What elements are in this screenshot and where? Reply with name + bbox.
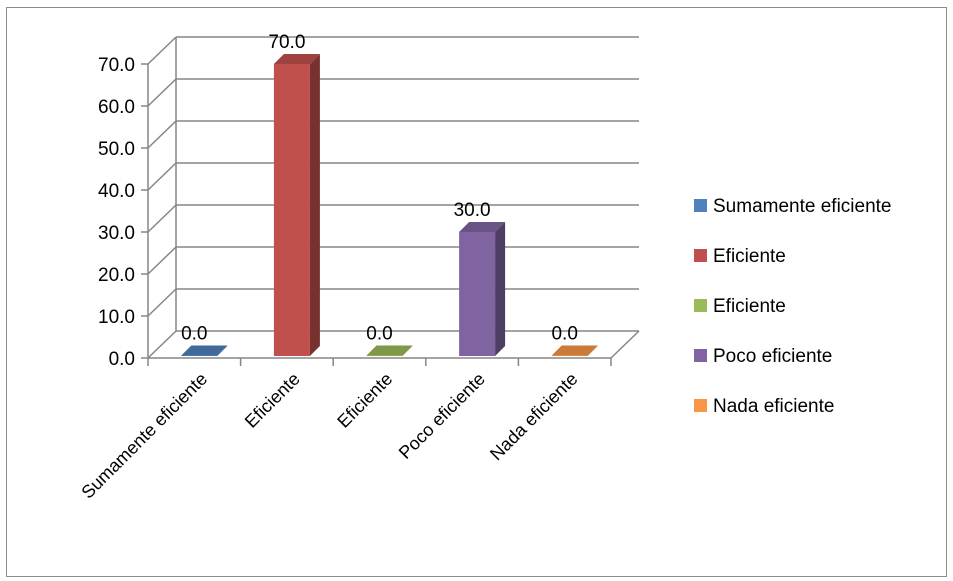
gridline-side <box>147 204 177 233</box>
gridline-side <box>147 246 177 275</box>
legend-entry: Poco eficiente <box>694 346 832 367</box>
gridline-side <box>147 78 177 107</box>
bar-top <box>273 54 320 64</box>
legend-label: Sumamente eficiente <box>713 196 892 217</box>
legend-label: Poco eficiente <box>713 346 832 367</box>
legend-label: Nada eficiente <box>713 396 834 417</box>
gridline-side <box>147 162 177 191</box>
x-category-label: Sumamente eficiente <box>77 369 211 503</box>
legend-swatch <box>694 399 707 412</box>
bar <box>459 222 506 356</box>
y-tick-label: 40.0 <box>98 181 135 202</box>
bar <box>273 54 320 356</box>
data-label: 70.0 <box>268 32 305 53</box>
bar-chart: 0.010.020.030.040.050.060.070.0 0.070.00… <box>77 32 892 503</box>
bar-front <box>459 232 496 356</box>
bars <box>181 54 598 356</box>
legend-entry: Eficiente <box>694 246 786 267</box>
bar-side <box>402 345 413 356</box>
gridline-side <box>147 120 177 149</box>
x-category-label: Eficiente <box>333 369 396 432</box>
x-category-label: Eficiente <box>241 369 304 432</box>
gridline-side <box>147 330 177 359</box>
data-labels: 0.0 70.0 0.0 30.0 0.0 <box>181 32 578 345</box>
legend-swatch <box>694 199 707 212</box>
data-label: 30.0 <box>454 200 491 221</box>
y-tick-label: 30.0 <box>98 223 135 244</box>
data-label: 0.0 <box>366 324 392 345</box>
chart-frame: 0.0 10.0 20.0 30.0 40.0 50.0 60.0 70.0 0.0 70.0 0… <box>6 7 947 577</box>
legend-label: Eficiente <box>713 296 786 317</box>
legend-label: Eficiente <box>713 246 786 267</box>
bar <box>366 345 413 356</box>
legend-entry: Eficiente <box>694 296 786 317</box>
legend-entry: Nada eficiente <box>694 396 834 417</box>
bar-side <box>495 222 506 356</box>
axes <box>141 37 640 366</box>
bar-top <box>551 345 598 356</box>
legend-entry: Sumamente eficiente <box>694 196 892 217</box>
bar <box>181 345 228 356</box>
x-category-label: Poco eficiente <box>395 369 489 463</box>
y-axis-tick-labels: 0.0 10.0 20.0 30.0 40.0 50.0 60.0 70.0 <box>98 55 135 370</box>
grid-lines <box>147 36 639 359</box>
y-tick-label: 0.0 <box>109 349 135 370</box>
legend-swatch <box>694 249 707 262</box>
data-label: 0.0 <box>551 324 577 345</box>
x-category-label: Nada eficiente <box>486 369 582 465</box>
bar-front <box>273 64 310 356</box>
bar-top <box>366 345 413 356</box>
data-label: 0.0 <box>181 324 207 345</box>
y-tick-label: 60.0 <box>98 97 135 118</box>
bar-side <box>587 345 598 356</box>
bar-front <box>181 355 218 356</box>
bar-top <box>181 345 228 356</box>
bar-front <box>366 355 403 356</box>
floor-right-edge <box>610 330 640 359</box>
legend-swatch <box>694 299 707 312</box>
gridline-side <box>147 36 177 65</box>
bar-front <box>551 355 588 356</box>
legend-swatch <box>694 349 707 362</box>
bar-side <box>217 345 228 356</box>
bar <box>551 345 598 356</box>
x-axis-category-labels: Sumamente eficiente Eficiente EficientePoc… <box>77 369 581 503</box>
y-tick-label: 10.0 <box>98 307 135 328</box>
legend: Sumamente eficiente Eficiente Eficiente Poc… <box>694 196 892 417</box>
y-tick-label: 70.0 <box>98 55 135 76</box>
bar-top <box>459 222 506 232</box>
y-tick-label: 50.0 <box>98 139 135 160</box>
gridline-side <box>147 288 177 317</box>
bar-side <box>309 54 320 356</box>
y-tick-label: 20.0 <box>98 265 135 286</box>
